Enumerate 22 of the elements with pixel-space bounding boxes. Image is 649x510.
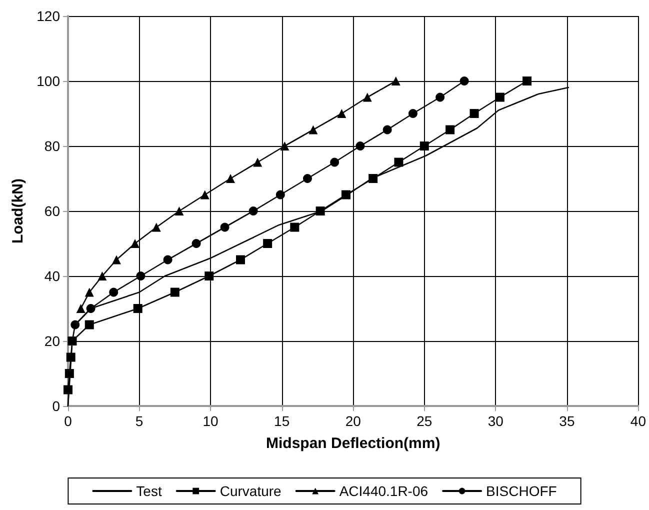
y-tick-label: 60 [44, 203, 60, 219]
y-tick-label: 0 [52, 398, 60, 414]
x-tick-label: 20 [345, 413, 362, 429]
x-tick-label: 40 [630, 413, 646, 429]
x-tick-label: 30 [488, 413, 504, 429]
y-tick-label: 100 [36, 73, 60, 89]
x-tick-label: 25 [416, 413, 432, 429]
legend-label: Curvature [220, 483, 282, 499]
legend-label: Test [136, 483, 162, 499]
x-tick-label: 10 [202, 413, 219, 429]
y-tick-label: 20 [44, 333, 60, 349]
legend-label: BISCHOFF [486, 483, 557, 499]
legend-label: ACI440.1R-06 [339, 483, 428, 499]
x-tick-label: 15 [274, 413, 290, 429]
x-tick-label: 35 [559, 413, 575, 429]
y-tick-label: 120 [36, 8, 60, 24]
x-tick-label: 5 [135, 413, 144, 429]
y-axis-title: Load(kN) [10, 178, 27, 244]
x-axis-title: Midspan Deflection(mm) [266, 435, 440, 452]
y-tick-label: 80 [44, 138, 60, 154]
x-tick-label: 0 [64, 413, 72, 429]
y-tick-label: 40 [44, 268, 60, 284]
